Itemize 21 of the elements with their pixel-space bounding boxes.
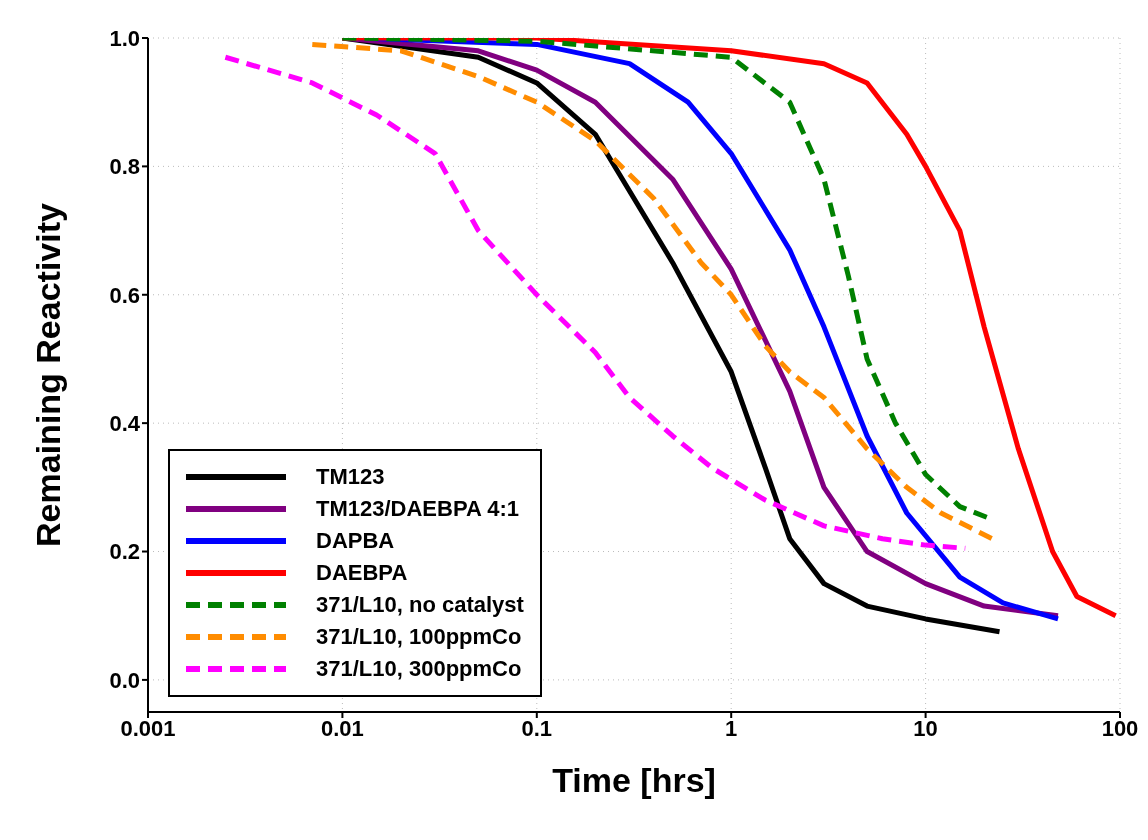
legend-label: TM123 [316,463,385,491]
y-tick-label: 0.6 [109,282,140,308]
y-axis-title: Remaining Reactivity [29,202,68,547]
legend-label: TM123/DAEBPA 4:1 [316,495,519,523]
y-tick-label: 0.4 [109,410,141,436]
x-tick-label: 0.001 [120,715,176,741]
y-tick-label: 0.8 [109,154,140,180]
x-tick-label: 1 [725,715,738,741]
legend-label: DAEBPA [316,559,408,587]
x-tick-label: 100 [1101,715,1139,741]
y-tick-label: 0.2 [109,539,140,565]
x-tick-label: 0.01 [320,715,364,741]
legend-label: 371/L10, no catalyst [316,591,524,619]
x-tick-label: 10 [913,715,938,741]
y-tick-label: 1.0 [109,25,140,51]
x-tick-label: 0.1 [521,715,553,741]
legend-label: 371/L10, 100ppmCo [316,623,522,651]
legend-label: DAPBA [316,527,395,555]
x-axis-title: Time [hrs] [552,761,716,799]
y-tick-label: 0.0 [109,667,140,693]
legend-label: 371/L10, 300ppmCo [316,655,522,683]
